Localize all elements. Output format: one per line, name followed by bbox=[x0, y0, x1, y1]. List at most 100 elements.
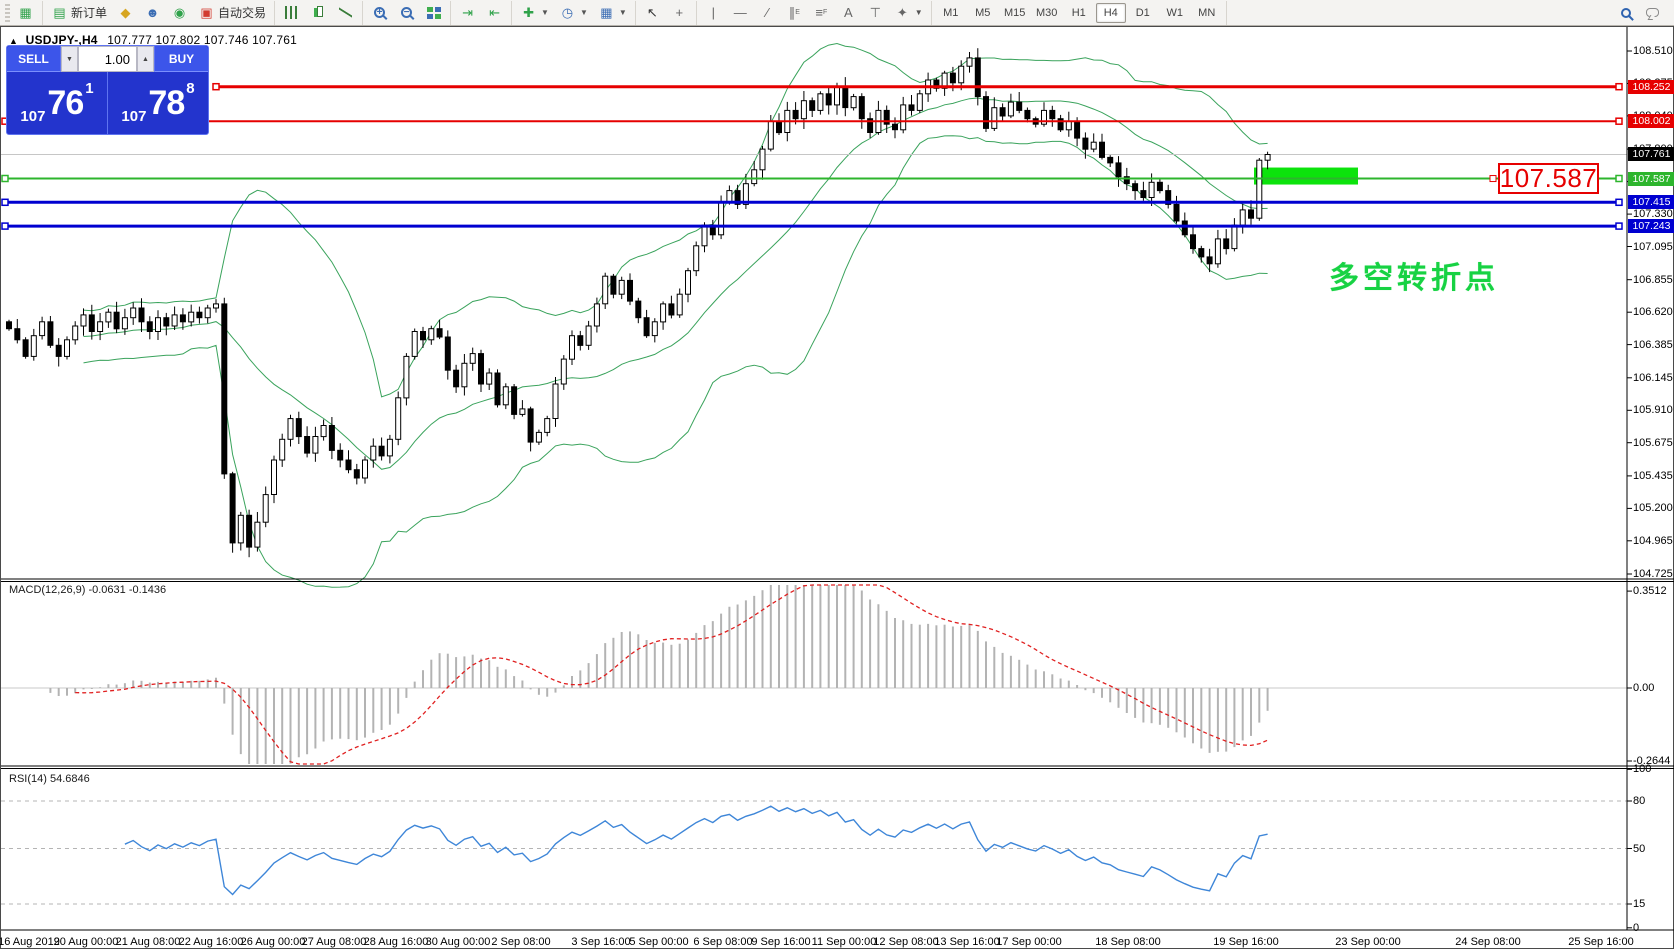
time-axis-label: 11 Sep 00:00 bbox=[811, 936, 877, 948]
zoom-out-icon: − bbox=[398, 4, 415, 21]
horizontal-level-line[interactable] bbox=[1, 222, 1623, 230]
text-label-button[interactable]: ⊤ bbox=[862, 2, 889, 24]
buy-button[interactable]: BUY bbox=[154, 46, 208, 72]
search-button[interactable] bbox=[1612, 2, 1639, 24]
timeframe-button-d1[interactable]: D1 bbox=[1135, 6, 1150, 19]
turning-point-annotation[interactable]: 多空转折点 bbox=[1329, 262, 1499, 295]
price-level-tag[interactable]: 107.243 bbox=[1628, 219, 1674, 234]
new-chart-icon: ▦ bbox=[19, 5, 32, 20]
volume-input[interactable] bbox=[78, 46, 137, 72]
line-chart-button[interactable] bbox=[332, 2, 359, 24]
vertical-line-icon: | bbox=[711, 5, 715, 20]
templates-button[interactable]: ▦ ▼ bbox=[593, 2, 632, 24]
price-axis-tick: 105.910 bbox=[1633, 404, 1673, 417]
horizontal-line-icon: — bbox=[733, 5, 747, 20]
price-level-box[interactable]: 107.587 bbox=[1498, 163, 1599, 194]
horizontal-level-line[interactable] bbox=[212, 82, 1623, 91]
time-axis-label: 5 Sep 00:00 bbox=[629, 936, 689, 948]
search-icon bbox=[1617, 4, 1634, 21]
fibonacci-button[interactable]: ≡ F bbox=[808, 2, 835, 24]
price-axis-tick: 106.145 bbox=[1633, 371, 1673, 384]
toolbar-grip[interactable] bbox=[5, 3, 10, 22]
buy-price-prefix: 107 bbox=[121, 108, 147, 125]
new-chart-button[interactable]: ▦ bbox=[12, 2, 39, 24]
collapse-arrow-icon[interactable]: ▲ bbox=[9, 36, 19, 46]
time-axis-label: 22 Aug 16:00 bbox=[178, 936, 244, 948]
tile-windows-icon bbox=[425, 4, 442, 21]
rsi-label: RSI(14) 54.6846 bbox=[9, 773, 90, 785]
volume-decrease-button[interactable]: ▼ bbox=[61, 46, 78, 72]
sell-price-button[interactable]: 107 76 1 bbox=[7, 72, 108, 134]
sell-price-prefix: 107 bbox=[20, 108, 46, 125]
auto-scroll-button[interactable]: ⇥ bbox=[454, 2, 481, 24]
clock-icon: ◷ bbox=[561, 5, 574, 20]
macd-axis-tick: 0.00 bbox=[1633, 682, 1655, 694]
zoom-in-button[interactable]: + bbox=[366, 2, 393, 24]
cursor-button[interactable]: ↖ bbox=[639, 2, 666, 24]
timeframe-button-mn[interactable]: MN bbox=[1198, 6, 1216, 19]
horizontal-level-line[interactable] bbox=[1, 174, 1623, 183]
rsi-axis-tick: 0 bbox=[1633, 921, 1640, 934]
timeframe-button-h1[interactable]: H1 bbox=[1071, 6, 1086, 19]
tile-windows-button[interactable] bbox=[420, 2, 447, 24]
sell-button[interactable]: SELL bbox=[7, 46, 61, 72]
chart-canvas[interactable] bbox=[1, 27, 1674, 950]
rsi-axis-tick: 50 bbox=[1633, 842, 1646, 855]
highlight-zone[interactable] bbox=[1254, 167, 1358, 185]
timeframe-button-m30[interactable]: M30 bbox=[1036, 6, 1058, 19]
trendline-button[interactable]: ∕ bbox=[754, 2, 781, 24]
candlestick-chart-button[interactable] bbox=[305, 2, 332, 24]
caret-icon: ▼ bbox=[914, 8, 923, 17]
toolbar-group-chart: ▦ bbox=[0, 0, 43, 25]
vertical-line-button[interactable]: | bbox=[700, 2, 727, 24]
periods-button[interactable]: ◷ ▼ bbox=[554, 2, 593, 24]
timeframe-button-m1[interactable]: M1 bbox=[943, 6, 959, 19]
buy-price-sup: 8 bbox=[186, 80, 195, 97]
toolbar-group-order: ▤ 新订单 ◆ ☻ ◉ ▣ 自动交易 bbox=[43, 0, 276, 25]
autotrading-icon: ▣ bbox=[200, 5, 213, 20]
current-price-tag: 107.761 bbox=[1628, 147, 1674, 162]
horizontal-level-line[interactable] bbox=[1, 117, 1623, 125]
price-level-tag[interactable]: 107.587 bbox=[1628, 171, 1674, 186]
volume-increase-button[interactable]: ▲ bbox=[137, 46, 154, 72]
chart-shift-button[interactable]: ⇤ bbox=[481, 2, 508, 24]
price-level-tag[interactable]: 107.415 bbox=[1628, 195, 1674, 210]
signals-icon: ◉ bbox=[173, 5, 186, 20]
timeframe-button-h4[interactable]: H4 bbox=[1095, 2, 1126, 23]
text-icon: A bbox=[843, 5, 853, 20]
bar-chart-icon bbox=[283, 4, 300, 21]
buy-price-button[interactable]: 107 78 8 bbox=[108, 72, 208, 134]
toolbar-group-objects: | — ∕ ∥ E ≡ F A ⊤ ✦ ▼ bbox=[697, 0, 932, 25]
macd-axis-tick: 0.3512 bbox=[1633, 585, 1667, 598]
price-level-tag[interactable]: 108.002 bbox=[1628, 114, 1674, 129]
text-button[interactable]: A bbox=[835, 2, 862, 24]
bar-chart-button[interactable] bbox=[278, 2, 305, 24]
timeframe-button-m5[interactable]: M5 bbox=[975, 6, 991, 19]
horizontal-line-button[interactable]: — bbox=[727, 2, 754, 24]
user-button[interactable]: ☻ bbox=[139, 2, 166, 24]
chat-button[interactable] bbox=[1639, 2, 1666, 24]
gold-button[interactable]: ◆ bbox=[112, 2, 139, 24]
time-axis-label: 28 Aug 16:00 bbox=[363, 936, 429, 948]
zoom-out-button[interactable]: − bbox=[393, 2, 420, 24]
autotrading-button[interactable]: ▣ 自动交易 bbox=[193, 2, 271, 24]
time-axis-label: 18 Sep 08:00 bbox=[1095, 936, 1161, 948]
rsi-line bbox=[124, 805, 1268, 896]
channel-button[interactable]: ∥ E bbox=[781, 2, 808, 24]
chat-icon bbox=[1644, 4, 1661, 21]
horizontal-level-line[interactable] bbox=[1, 198, 1623, 207]
chart-window[interactable]: ▲ USDJPY-,H4 107.777 107.802 107.746 107… bbox=[0, 26, 1674, 949]
macd-signal-line bbox=[75, 584, 1268, 765]
crosshair-button[interactable]: + bbox=[666, 2, 693, 24]
price-level-tag[interactable]: 108.252 bbox=[1628, 79, 1674, 94]
timeframe-button-m15[interactable]: M15 bbox=[1004, 6, 1026, 19]
shapes-button[interactable]: ✦ ▼ bbox=[889, 2, 928, 24]
time-axis-label: 26 Aug 00:00 bbox=[240, 936, 306, 948]
new-order-button[interactable]: ▤ 新订单 bbox=[46, 2, 112, 24]
signals-button[interactable]: ◉ bbox=[166, 2, 193, 24]
timeframe-button-w1[interactable]: W1 bbox=[1166, 6, 1183, 19]
time-axis-label: 12 Sep 08:00 bbox=[873, 936, 939, 948]
time-axis-label: 13 Sep 16:00 bbox=[934, 936, 1000, 948]
indicators-button[interactable]: ✚ ▼ bbox=[515, 2, 554, 24]
time-axis-label: 24 Sep 08:00 bbox=[1455, 936, 1521, 948]
